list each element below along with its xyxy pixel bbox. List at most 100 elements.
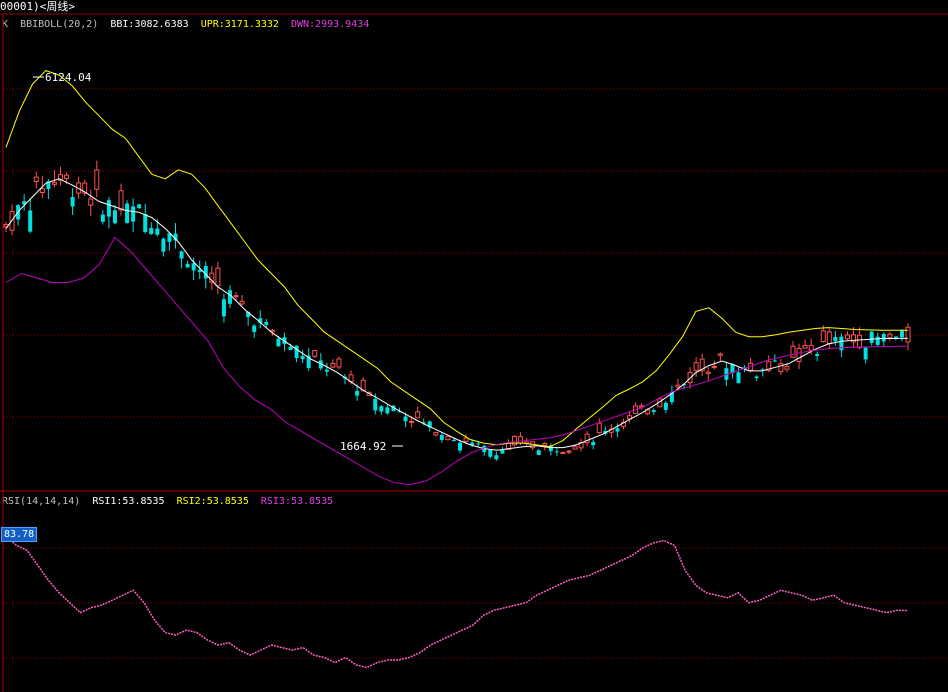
candle-body-down <box>276 338 281 347</box>
candle-body-up <box>808 344 814 351</box>
candle-body-up <box>705 371 711 374</box>
candle-body-up <box>233 295 239 298</box>
candle-body-down <box>137 204 142 209</box>
rsi1-value: RSI1:53.8535 <box>92 496 165 507</box>
candle-body-down <box>760 369 765 371</box>
candle-body-down <box>246 311 251 318</box>
candle-body-down <box>476 443 481 445</box>
candle-body-down <box>439 434 444 440</box>
candle-body-up <box>887 333 893 339</box>
candle-body-up <box>790 345 796 358</box>
candle-body-up <box>639 405 645 408</box>
candle-body-up <box>820 330 826 343</box>
candle-body-up <box>518 436 524 444</box>
candle-body-up <box>699 358 705 372</box>
candle-body-up <box>857 334 863 349</box>
candle-body-up <box>463 437 469 442</box>
candle-body-down <box>324 369 329 372</box>
candle-body-down <box>143 213 148 232</box>
candle-body-up <box>445 435 451 441</box>
candle-body-up <box>627 415 633 420</box>
bbi-value: BBI:3082.6383 <box>110 19 189 30</box>
candle-body-down <box>46 181 51 189</box>
candle-body-down <box>663 402 668 410</box>
indicator-label: K <box>2 19 9 30</box>
candle-body-down <box>494 455 499 460</box>
boll-name: BBIBOLL(20,2) <box>20 19 99 30</box>
indicator-lines <box>5 70 909 486</box>
candle-body-down <box>397 411 402 413</box>
candle-body-down <box>167 233 172 242</box>
rsi1-line <box>5 535 909 669</box>
candle-body-down <box>318 360 323 369</box>
candle-body-up <box>51 181 57 185</box>
line-upr <box>5 70 908 448</box>
high-annotation: 6124.04 <box>33 71 92 84</box>
candle-body-up <box>39 188 45 194</box>
candle-body-down <box>112 210 117 224</box>
candle-body-up <box>851 334 857 343</box>
candle-body-down <box>288 346 293 351</box>
candle-body-up <box>584 433 590 444</box>
candle-body-down <box>300 355 305 360</box>
rsi-line <box>5 535 909 669</box>
candle-body-down <box>427 421 432 428</box>
candle-body-up <box>802 344 808 349</box>
candle-body-down <box>100 214 105 222</box>
candle-body-down <box>373 398 378 411</box>
candle-body-down <box>615 428 620 432</box>
candle-body-up <box>209 272 215 283</box>
candle-body-down <box>470 442 475 445</box>
candle-body-up <box>330 362 336 368</box>
candle-body-down <box>161 238 166 252</box>
candle-body-down <box>385 407 390 414</box>
candle-body-up <box>717 353 723 356</box>
candle-body-down <box>736 372 741 384</box>
candle-body-up <box>360 379 366 392</box>
candle-body-down <box>149 228 154 235</box>
candle-body-up <box>118 190 124 211</box>
candle-body-down <box>591 441 596 446</box>
candle-body-up <box>784 366 790 370</box>
candle-body-up <box>693 362 699 371</box>
main-legend: K BBIBOLL(20,2) BBI:3082.6383 UPR:3171.3… <box>2 18 375 32</box>
candle-body-down <box>264 322 269 325</box>
candle-body-down <box>863 347 868 360</box>
candle-body-down <box>391 405 396 412</box>
candle-body-up <box>560 451 566 454</box>
candle-body-down <box>191 263 196 271</box>
candle-body-up <box>94 169 100 190</box>
rsi-name: RSI(14,14,14) <box>2 496 81 507</box>
candle-body-down <box>899 330 904 338</box>
candle-body-up <box>766 361 772 372</box>
candle-body-down <box>554 451 559 453</box>
candle-body-down <box>185 263 190 268</box>
candle-body-up <box>572 446 578 450</box>
candle-body-down <box>227 290 232 304</box>
line-bbi <box>5 178 909 451</box>
rsi3-value: RSI3:53.8535 <box>260 496 334 507</box>
candle-body-down <box>125 203 130 224</box>
candle-body-up <box>778 363 784 373</box>
candle-body-down <box>106 200 111 217</box>
candlesticks <box>3 160 911 461</box>
candle-body-down <box>488 449 493 457</box>
candle-body-down <box>881 334 886 342</box>
candle-body-down <box>833 336 838 342</box>
candle-body-up <box>215 267 221 287</box>
candle-body-down <box>203 266 208 279</box>
candle-body-down <box>379 406 384 412</box>
candle-body-down <box>669 391 674 403</box>
candle-body-down <box>772 360 777 362</box>
candle-body-down <box>403 416 408 422</box>
candle-body-up <box>409 420 415 423</box>
candle-body-down <box>252 325 257 332</box>
candle-body-up <box>844 334 850 340</box>
candle-body-up <box>905 326 911 343</box>
low-price-label: 1664.92 <box>340 440 386 453</box>
rsi-legend: RSI(14,14,14) RSI1:53.8535 RSI2:53.8535 … <box>2 495 339 509</box>
candle-body-down <box>754 376 759 379</box>
candle-body-down <box>22 201 27 205</box>
candle-body-down <box>724 368 729 380</box>
